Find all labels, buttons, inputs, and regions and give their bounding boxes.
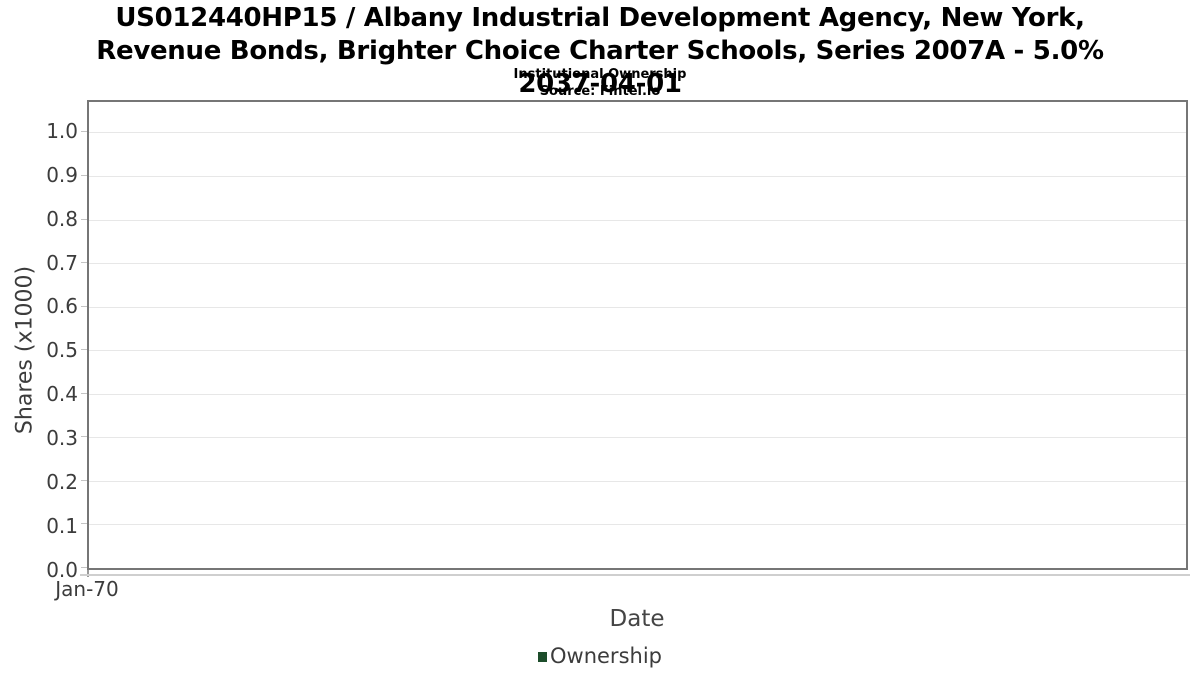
x-tick-label: Jan-70 <box>55 577 119 601</box>
y-axis-tick-mark <box>81 262 87 264</box>
y-axis-tick-mark <box>81 523 87 525</box>
x-axis-line <box>80 574 1190 576</box>
gridline <box>89 132 1186 134</box>
y-tick-label: 0.3 <box>46 426 78 451</box>
y-tick-label: 0.6 <box>46 294 78 319</box>
gridline <box>89 306 1186 308</box>
plot-area <box>81 100 1188 577</box>
y-axis-tick-mark <box>81 567 87 568</box>
y-axis-tick-labels: 0.0 0.1 0.2 0.3 0.4 0.5 0.6 0.7 0.8 0.9 1.0 <box>0 100 78 582</box>
chart-source-label: Source: Fintel.io <box>539 84 661 99</box>
y-axis-tick-mark <box>81 479 87 481</box>
y-axis-tick-mark <box>81 175 87 177</box>
y-axis-tick-mark <box>81 218 87 220</box>
x-axis-tick-mark <box>87 570 89 577</box>
y-tick-label: 0.1 <box>46 514 78 539</box>
y-axis-tick-mark <box>81 305 87 307</box>
gridline <box>89 480 1186 482</box>
gridline <box>89 393 1186 395</box>
y-tick-label: 0.2 <box>46 470 78 495</box>
y-tick-label: 0.8 <box>46 206 78 231</box>
gridline <box>89 219 1186 221</box>
y-axis-tick-mark <box>81 392 87 394</box>
gridline <box>89 437 1186 439</box>
gridline <box>89 350 1186 352</box>
legend-marker-ownership <box>538 652 547 662</box>
gridline <box>89 176 1186 178</box>
gridline <box>89 263 1186 265</box>
y-axis-tick-mark <box>81 436 87 438</box>
gridline <box>89 524 1186 526</box>
legend-label-ownership: Ownership <box>550 644 662 668</box>
legend: Ownership <box>0 644 1200 668</box>
y-axis-tick-mark <box>81 349 87 351</box>
y-tick-label: 0.7 <box>46 250 78 275</box>
y-tick-label: 1.0 <box>46 118 78 143</box>
chart-subtitle: Institutional Ownership <box>513 67 687 82</box>
y-tick-label: 0.9 <box>46 162 78 187</box>
y-axis-tick-mark <box>81 131 87 133</box>
chart-title: US012440HP15 / Albany Industrial Develop… <box>96 3 1104 99</box>
y-tick-label: 0.0 <box>46 558 78 582</box>
y-tick-label: 0.5 <box>46 338 78 363</box>
x-axis-title: Date <box>609 606 665 632</box>
y-tick-label: 0.4 <box>46 382 78 407</box>
